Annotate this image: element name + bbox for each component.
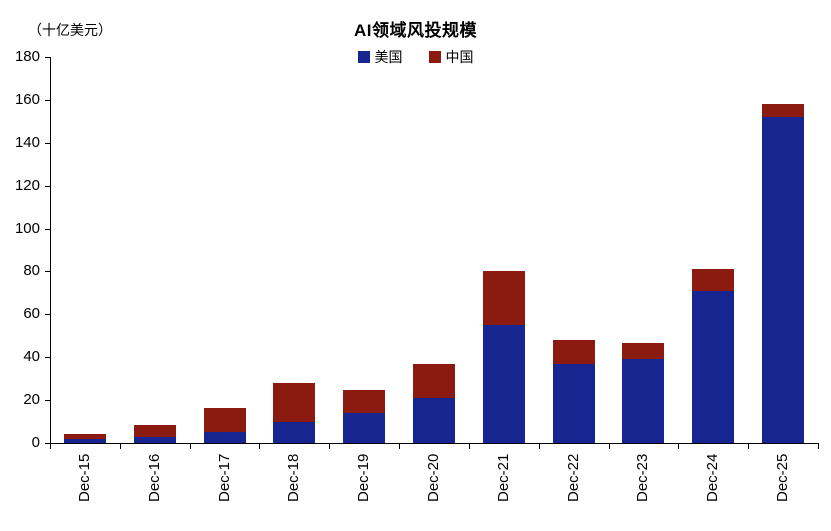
y-axis-tick bbox=[45, 357, 50, 359]
x-tick-label: Dec-21 bbox=[494, 453, 512, 502]
x-axis-tick bbox=[468, 444, 470, 449]
y-tick-label: 0 bbox=[31, 434, 40, 451]
x-axis-tick bbox=[818, 444, 819, 449]
bar-segment-美国-Dec-20 bbox=[413, 397, 455, 443]
x-axis-tick bbox=[329, 444, 331, 449]
bar-segment-中国-Dec-17 bbox=[203, 407, 246, 433]
x-tick-label: Dec-24 bbox=[704, 453, 722, 502]
y-tick-label: 80 bbox=[23, 262, 40, 280]
legend: 美国 中国 bbox=[0, 47, 831, 67]
y-axis-tick bbox=[45, 142, 50, 144]
legend-item-1: 中国 bbox=[428, 47, 474, 67]
x-tick-label: Dec-19 bbox=[355, 453, 373, 502]
bar-segment-中国-Dec-15 bbox=[63, 434, 106, 439]
x-tick-label: Dec-16 bbox=[145, 453, 163, 502]
bar-segment-中国-Dec-23 bbox=[622, 343, 665, 360]
y-tick-label: 40 bbox=[23, 348, 40, 366]
bar-segment-美国-Dec-25 bbox=[762, 117, 805, 443]
y-axis-tick bbox=[45, 271, 50, 273]
y-axis-unit-label: （十亿美元） bbox=[28, 22, 112, 38]
bar-segment-美国-Dec-22 bbox=[552, 363, 595, 443]
legend-label-1: 中国 bbox=[445, 49, 474, 65]
chart-title: AI领域风投规模 bbox=[354, 21, 477, 40]
bar-segment-美国-Dec-16 bbox=[133, 436, 176, 443]
bar-segment-中国-Dec-19 bbox=[343, 390, 386, 413]
y-axis-tick bbox=[45, 57, 50, 58]
y-axis-tick bbox=[45, 228, 50, 230]
y-tick-label: 100 bbox=[14, 219, 40, 237]
x-axis-tick bbox=[608, 444, 610, 449]
y-axis-tick bbox=[45, 443, 50, 444]
x-tick-label: Dec-15 bbox=[75, 453, 93, 502]
x-axis-line bbox=[50, 443, 819, 444]
y-tick-label: 120 bbox=[14, 176, 40, 194]
x-tick-label: Dec-23 bbox=[634, 453, 652, 502]
x-axis-tick bbox=[189, 444, 191, 449]
y-tick-label: 20 bbox=[23, 391, 40, 409]
legend-label-0: 美国 bbox=[374, 49, 403, 65]
y-axis-tick bbox=[45, 185, 50, 187]
bar-segment-美国-Dec-18 bbox=[273, 421, 316, 443]
x-tick-label: Dec-25 bbox=[774, 453, 792, 502]
y-tick-label: 160 bbox=[14, 90, 40, 108]
bar-segment-中国-Dec-22 bbox=[552, 340, 595, 364]
y-axis-tick bbox=[45, 314, 50, 316]
legend-swatch-0 bbox=[357, 51, 370, 63]
x-tick-label: Dec-20 bbox=[425, 453, 442, 502]
bar-segment-美国-Dec-23 bbox=[622, 359, 665, 443]
legend-swatch-1 bbox=[428, 51, 441, 63]
bar-segment-中国-Dec-21 bbox=[482, 271, 525, 326]
x-axis-tick bbox=[748, 444, 750, 449]
y-tick-label: 60 bbox=[23, 305, 40, 323]
bar-segment-美国-Dec-24 bbox=[692, 290, 735, 443]
x-tick-label: Dec-18 bbox=[285, 453, 303, 502]
y-axis-tick bbox=[45, 400, 50, 402]
bar-segment-中国-Dec-20 bbox=[413, 363, 455, 398]
x-tick-label: Dec-17 bbox=[215, 453, 233, 502]
x-axis-tick bbox=[538, 444, 540, 449]
y-tick-label: 140 bbox=[14, 133, 40, 151]
x-axis-tick bbox=[259, 444, 261, 449]
bar-segment-中国-Dec-25 bbox=[762, 104, 805, 118]
x-axis-tick bbox=[50, 444, 51, 449]
x-axis-tick bbox=[119, 444, 121, 449]
bar-segment-美国-Dec-17 bbox=[203, 432, 246, 443]
y-axis-line bbox=[50, 57, 51, 444]
bar-segment-中国-Dec-24 bbox=[692, 269, 735, 291]
x-axis-tick bbox=[399, 444, 401, 449]
x-axis-tick bbox=[678, 444, 680, 449]
y-tick-label: 180 bbox=[14, 48, 40, 65]
bar-segment-中国-Dec-16 bbox=[133, 424, 176, 437]
bar-segment-美国-Dec-21 bbox=[482, 325, 525, 443]
legend-item-0: 美国 bbox=[357, 47, 403, 67]
x-tick-label: Dec-22 bbox=[564, 453, 582, 502]
bar-segment-美国-Dec-15 bbox=[63, 438, 106, 443]
bar-segment-中国-Dec-18 bbox=[273, 382, 316, 422]
y-axis-tick bbox=[45, 99, 50, 101]
bar-segment-美国-Dec-19 bbox=[343, 412, 386, 443]
